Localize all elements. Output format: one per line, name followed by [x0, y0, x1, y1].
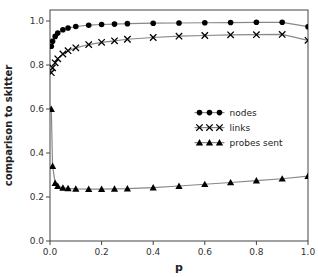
x-tick-label: 1.0	[301, 247, 316, 257]
data-point	[55, 30, 61, 36]
data-point	[150, 34, 156, 40]
y-tick	[46, 153, 50, 154]
data-point	[202, 32, 208, 38]
data-point	[227, 32, 233, 38]
data-point	[73, 45, 79, 51]
data-point	[175, 182, 182, 188]
data-point	[111, 185, 118, 191]
y-tick-label: 0.0	[30, 236, 45, 246]
data-point	[227, 179, 234, 185]
data-point	[253, 177, 260, 183]
x-tick	[101, 241, 102, 245]
data-point	[98, 185, 105, 191]
data-point	[228, 20, 234, 26]
legend-marker	[217, 110, 223, 116]
data-point	[304, 173, 308, 179]
data-point	[305, 24, 308, 30]
x-axis-label: p	[175, 261, 183, 274]
legend-marker	[196, 139, 203, 145]
legend-marker	[216, 124, 222, 130]
data-point	[98, 39, 104, 45]
plot-area	[50, 20, 308, 192]
x-tick	[204, 241, 205, 245]
data-point	[254, 20, 260, 26]
legend-marker	[196, 124, 202, 130]
x-tick-label: 0.4	[146, 247, 161, 257]
data-point	[150, 20, 156, 26]
x-tick	[50, 241, 51, 245]
data-point	[279, 31, 285, 37]
data-point	[176, 33, 182, 39]
legend-label: nodes	[229, 108, 256, 118]
plot-frame	[50, 10, 308, 241]
y-tick-label: 0.6	[30, 104, 45, 114]
y-tick-label: 0.4	[30, 148, 45, 158]
data-point	[86, 41, 92, 47]
data-point	[202, 20, 208, 26]
data-point	[305, 37, 308, 43]
data-point	[85, 185, 92, 191]
data-point	[279, 20, 285, 26]
data-point	[279, 175, 286, 181]
legend-label: links	[229, 123, 250, 133]
data-point	[64, 185, 71, 191]
data-point	[72, 185, 79, 191]
chart: 0.0 0.2 0.4 0.6 0.8 1.0 0.0 0.2 0.4 0.6 0.8 1.0 p com…	[0, 0, 318, 277]
data-point	[60, 27, 66, 33]
data-point	[125, 21, 131, 27]
data-point	[86, 22, 92, 28]
data-point	[50, 38, 55, 44]
y-tick	[46, 65, 50, 66]
legend-label: probes sent	[229, 138, 282, 148]
series-line	[51, 34, 308, 72]
y-axis-label: comparison to skitter	[3, 65, 14, 186]
legend-marker	[206, 139, 213, 145]
data-point	[99, 22, 105, 28]
y-tick-label: 0.2	[30, 192, 44, 202]
data-point	[65, 25, 71, 31]
x-tick-label: 0.2	[94, 247, 108, 257]
data-point	[50, 105, 55, 111]
y-tick	[46, 109, 50, 110]
legend-marker	[197, 110, 203, 116]
data-point	[111, 38, 117, 44]
series-line	[51, 109, 308, 189]
x-tick-label: 0.6	[198, 247, 213, 257]
legend-marker	[216, 139, 223, 145]
y-tick	[46, 21, 50, 22]
data-point	[50, 44, 54, 50]
x-tick	[308, 241, 309, 245]
y-tick	[46, 197, 50, 198]
data-point	[176, 20, 182, 26]
data-point	[50, 163, 56, 169]
data-point	[124, 185, 131, 191]
data-point	[54, 182, 61, 188]
data-point	[73, 24, 79, 30]
legend: nodes links probes sent	[194, 108, 282, 148]
x-tick	[153, 241, 154, 245]
x-tick-label: 0.0	[43, 247, 58, 257]
data-point	[124, 36, 130, 42]
y-tick-label: 1.0	[30, 16, 45, 26]
x-tick-label: 0.8	[249, 247, 264, 257]
data-point	[201, 181, 208, 187]
data-point	[150, 184, 157, 190]
data-point	[112, 21, 118, 27]
x-tick	[256, 241, 257, 245]
legend-marker	[207, 110, 213, 116]
legend-marker	[206, 124, 212, 130]
data-point	[253, 31, 259, 37]
y-tick	[46, 241, 50, 242]
data-point	[65, 48, 71, 54]
y-tick-label: 0.8	[30, 60, 45, 70]
